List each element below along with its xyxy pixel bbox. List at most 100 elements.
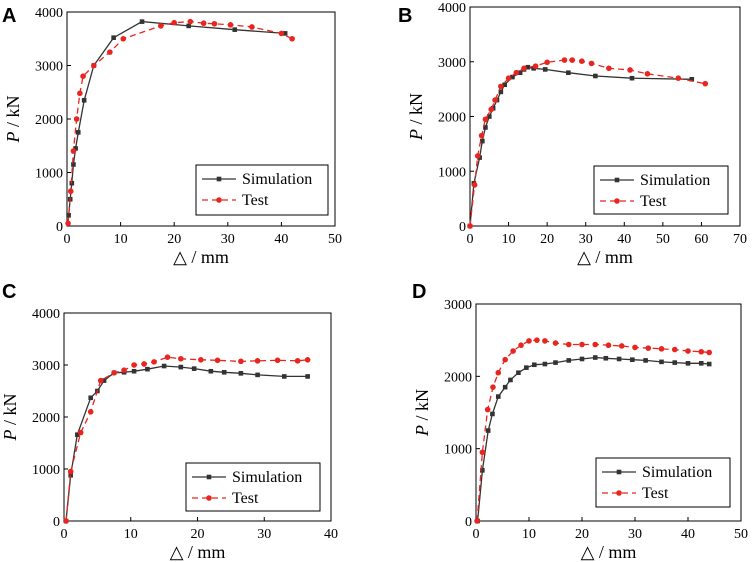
panel-b-simulation-point [480,138,485,144]
panel-c-test-point [87,409,94,415]
panel-b-letter: B [398,5,412,27]
panel-d-y-axis-unit: / kN [412,389,432,425]
panel-d-letter: D [412,281,426,303]
panel-c-y-tick-label: 2000 [32,411,60,426]
panel-b-legend-box [593,165,729,215]
panel-d-test-point [706,349,712,356]
panel-a-x-tick-label: 10 [114,232,128,247]
panel-b-x-axis-title: △ / mm [577,247,633,267]
panel-d-x-axis-title: △ / mm [581,542,637,562]
panel-c-letter: C [2,281,16,303]
panel-a-simulation-point [73,146,78,151]
panel-a-test-point [120,35,127,42]
panel-d-simulation-point [502,384,508,390]
panel-b-test-point [606,65,612,72]
panel-c-y-axis-symbol: P [0,430,20,442]
panel-c-test-point [254,358,261,364]
panel-c-y-tick-label: 3000 [32,359,60,374]
panel-a-simulation-point [186,23,191,29]
panel-c-test-point [178,355,184,362]
panel-d-test-point [645,345,652,351]
panel-c-simulation-point [221,369,227,375]
panel-d-x-tick-label: 50 [734,527,748,542]
panel-c-test-point [141,361,147,367]
panel-c-y-axis-title: P / kN [0,393,20,441]
panel-d-test-point [698,348,705,355]
panel-b-test-point [482,116,489,123]
panel-a-test-point [289,35,295,42]
panel-d-simulation-point [672,360,678,365]
panel-c-simulation-point [145,366,150,372]
panel-a-legend-test-marker [216,197,222,203]
panel-a-x-axis-title: △ / mm [173,247,229,267]
panel-c-simulation-point [161,363,167,369]
panel-a-test-point [107,49,113,55]
panel-c-test-point [151,359,157,365]
panel-b-test-point [675,75,682,81]
panel-d-simulation-point [698,361,704,366]
panel-d-simulation-point [524,365,529,370]
panel-b-test-point [478,132,485,139]
panel-a-simulation-point [81,97,87,103]
panel-b-y-tick-label: 4000 [438,1,466,16]
panel-c-simulation-point [178,364,184,370]
panel-b-x-axis-unit: / mm [591,247,633,267]
panel-a-test-point [65,220,71,227]
panel-a-simulation-point [71,162,76,167]
panel-a-test-point [73,116,80,122]
panel-a-legend-test-label: Test [242,192,269,209]
panel-c-simulation-point [75,432,80,437]
panel-d-legend-simulation-label: Simulation [642,464,712,481]
panel-d-simulation-point [566,358,572,363]
panel-c-simulation-point [208,368,214,374]
panel-b-y-axis-unit: / kN [406,93,426,129]
panel-a-test-line [67,20,293,224]
panel-c-test-point [63,518,69,524]
panel-b-test-point [588,60,595,67]
panel-a-x-tick-label: 0 [64,232,71,247]
panel-d-y-tick-label: 1000 [444,443,472,458]
panel-a-y-tick-label: 2000 [35,113,63,128]
panel-a-test-point [77,90,83,97]
panel-a-test-point [249,24,255,30]
panel-d-test-point [552,340,559,346]
panel-b-test-point [488,106,495,113]
panel-d-test-point [658,346,665,352]
panel-d-simulation-point [508,377,513,383]
panel-b-x-tick-label: 0 [467,232,474,247]
panel-b-y-tick-label: 1000 [438,165,466,180]
panel-a-x-tick-label: 50 [328,232,342,247]
panel-b-simulation-point [629,75,635,81]
panel-c-x-tick-label: 20 [191,527,205,542]
panel-b-simulation-point [517,70,523,75]
panel-c-x-axis-symbol: △ [170,542,184,562]
panel-b-y-tick-label: 2000 [438,111,466,126]
panel-d-test-point [484,406,491,413]
panel-b-simulation-point [531,66,536,71]
panel-c-legend-test-marker [206,495,212,501]
panel-d-x-tick-label: 40 [681,527,695,542]
panel-c-y-tick-label: 0 [53,515,60,530]
panel-d-legend-test-marker [616,490,622,496]
panel-b-x-tick-label: 30 [579,232,593,247]
panel-b-simulation-point [542,67,548,72]
panel-c-legend-simulation-label: Simulation [232,469,302,486]
panel-a-x-tick-label: 30 [221,232,235,247]
panel-b-simulation-point [689,76,695,82]
panel-d-test-point [671,346,678,353]
panel-b-legend-simulation-label: Simulation [640,172,710,189]
panel-b-test-point [498,83,504,90]
panel-d-y-tick-label: 2000 [444,370,472,385]
panel-c-simulation-point [281,374,287,379]
panel-d-legend-test-label: Test [642,485,669,502]
panel-d-y-axis-title: P / kN [412,389,432,437]
panel-c-simulation-point [238,371,244,376]
panel-d-simulation-point [592,355,598,360]
panel-c-test-point [274,357,281,364]
panel-d-simulation-point [495,394,501,399]
panel-a-simulation-point [75,130,81,135]
panel-a-y-axis-symbol: P [3,132,23,144]
panel-c-x-tick-label: 10 [124,527,138,542]
panel-d-simulation-point [659,359,664,365]
